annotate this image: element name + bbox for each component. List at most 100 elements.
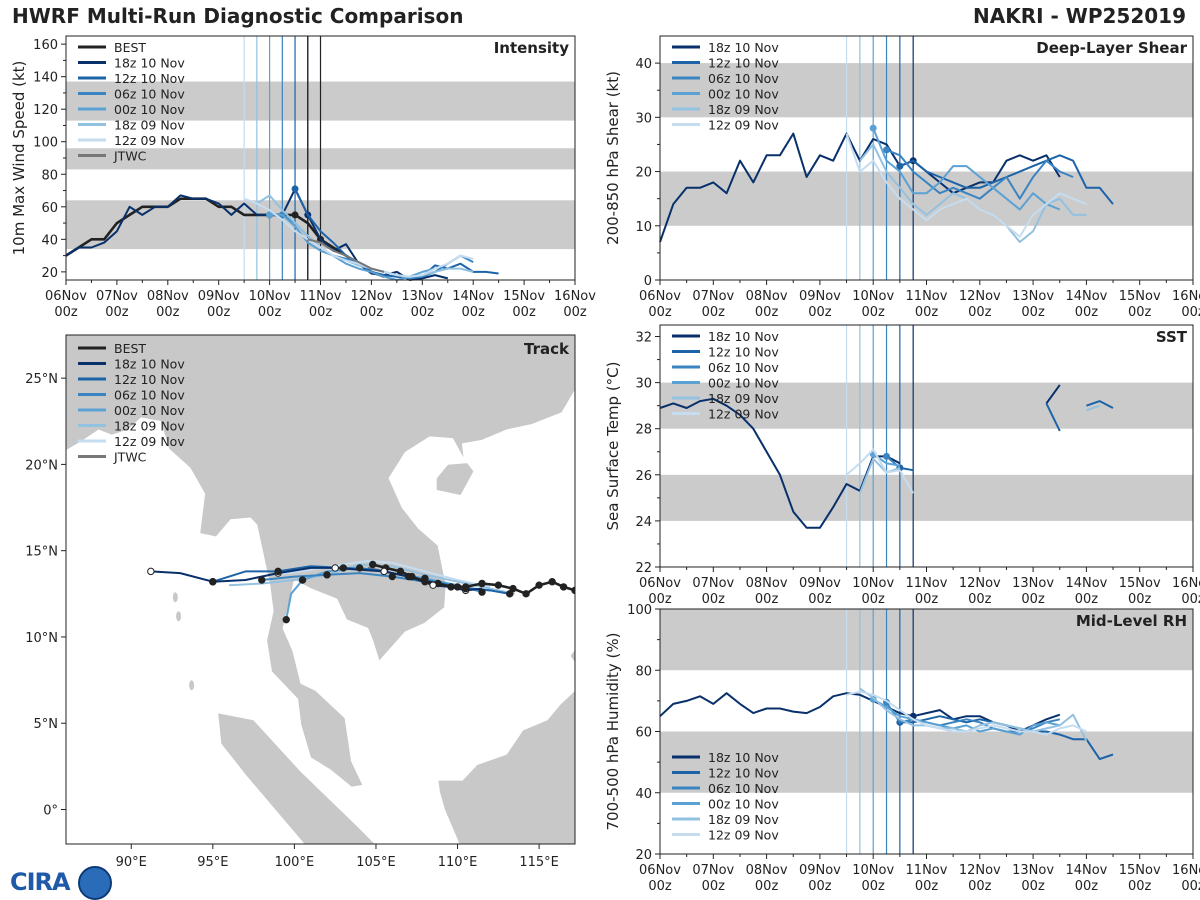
intensity-xtick-label: 06Nov bbox=[45, 289, 87, 304]
sst-legend-label: 18z 10 Nov bbox=[708, 329, 779, 344]
track-marker bbox=[339, 564, 348, 572]
sst-series-line bbox=[858, 457, 901, 494]
rh-series-line bbox=[859, 687, 1088, 742]
track-xtick-label: 90°E bbox=[116, 855, 147, 870]
shear-xtick-sublabel: 00z bbox=[755, 305, 779, 320]
track-legend-label: 12z 10 Nov bbox=[114, 372, 185, 387]
sst-ytick-label: 22 bbox=[635, 561, 652, 576]
shear-title: Deep-Layer Shear bbox=[1036, 39, 1187, 57]
rh-legend-label: 18z 09 Nov bbox=[708, 812, 779, 827]
rh-xtick-label: 13Nov bbox=[1012, 863, 1054, 878]
sst-ytick-label: 24 bbox=[635, 515, 652, 530]
shear-xtick-label: 07Nov bbox=[692, 289, 734, 304]
shear-legend-label: 18z 10 Nov bbox=[708, 40, 779, 55]
intensity-ytick-label: 160 bbox=[33, 38, 58, 53]
track-legend-label: JTWC bbox=[113, 450, 147, 465]
track-marker bbox=[559, 583, 568, 591]
sst-xtick-sublabel: 00z bbox=[862, 592, 886, 607]
sst-xtick-label: 10Nov bbox=[852, 576, 894, 591]
rh-xtick-sublabel: 00z bbox=[755, 879, 779, 894]
intensity-ytick-label: 100 bbox=[33, 136, 58, 151]
rh-legend-label: 00z 10 Nov bbox=[708, 797, 779, 812]
rh-xtick-label: 08Nov bbox=[746, 863, 788, 878]
track-marker bbox=[506, 590, 514, 598]
intensity-xtick-label: 11Nov bbox=[300, 289, 342, 304]
intensity-series-line bbox=[294, 188, 499, 280]
shear-band bbox=[660, 63, 1193, 118]
sst-xtick-label: 16Nov bbox=[1172, 576, 1200, 591]
rh-ytick-label: 80 bbox=[635, 664, 652, 679]
intensity-ytick-label: 140 bbox=[33, 71, 58, 86]
rh-xtick-sublabel: 00z bbox=[808, 879, 832, 894]
sst-xtick-sublabel: 00z bbox=[755, 592, 779, 607]
rh-series-line bbox=[846, 690, 1087, 736]
intensity-legend-label: 12z 10 Nov bbox=[114, 71, 185, 86]
intensity-legend-label: 18z 10 Nov bbox=[114, 56, 185, 71]
sst-xtick-sublabel: 00z bbox=[808, 592, 832, 607]
intensity-xtick-label: 12Nov bbox=[350, 289, 392, 304]
shear-series-line bbox=[886, 148, 1074, 200]
shear-xtick-label: 11Nov bbox=[906, 289, 948, 304]
track-xtick-label: 105°E bbox=[356, 855, 396, 870]
intensity-marker bbox=[266, 211, 274, 219]
rh-title: Mid-Level RH bbox=[1076, 612, 1187, 630]
rh-ytick-label: 60 bbox=[635, 726, 652, 741]
rh-xtick-sublabel: 00z bbox=[1181, 879, 1200, 894]
rh-series-line bbox=[872, 698, 1061, 736]
rh-xtick-label: 15Nov bbox=[1119, 863, 1161, 878]
sst-xtick-sublabel: 00z bbox=[968, 592, 992, 607]
intensity-xtick-sublabel: 00z bbox=[462, 305, 486, 320]
intensity-ytick-label: 80 bbox=[41, 168, 58, 183]
sst-xtick-label: 07Nov bbox=[692, 576, 734, 591]
intensity-ytick-label: 60 bbox=[41, 201, 58, 216]
rh-xtick-sublabel: 00z bbox=[702, 879, 726, 894]
intensity-xtick-label: 10Nov bbox=[249, 289, 291, 304]
track-marker bbox=[298, 576, 307, 584]
rh-band bbox=[660, 609, 1193, 671]
intensity-ytick-label: 20 bbox=[41, 266, 58, 281]
track-legend-label: BEST bbox=[114, 341, 146, 356]
track-marker bbox=[421, 574, 429, 582]
intensity-marker bbox=[291, 185, 299, 193]
track-ytick-label: 10°N bbox=[25, 631, 58, 646]
sst-series-line bbox=[1045, 402, 1061, 432]
logo-text: CIRA bbox=[10, 868, 71, 896]
track-marker bbox=[453, 583, 462, 591]
land-mainland bbox=[66, 335, 575, 788]
track-marker bbox=[388, 572, 396, 581]
shear-xtick-sublabel: 00z bbox=[1181, 305, 1200, 320]
shear-xtick-label: 06Nov bbox=[639, 289, 681, 304]
shear-ylabel: 200-850 hPa Shear (kt) bbox=[604, 71, 622, 245]
intensity-xtick-sublabel: 00z bbox=[360, 305, 384, 320]
intensity-ytick-label: 120 bbox=[33, 103, 58, 118]
track-marker bbox=[535, 581, 543, 589]
sst-ytick-label: 30 bbox=[635, 377, 652, 392]
track-legend-label: 18z 10 Nov bbox=[114, 357, 185, 372]
intensity-series-line bbox=[307, 238, 385, 273]
rh-xtick-sublabel: 00z bbox=[968, 879, 992, 894]
sst-xtick-sublabel: 00z bbox=[1181, 592, 1200, 607]
sst-ytick-label: 26 bbox=[635, 469, 652, 484]
shear-xtick-sublabel: 00z bbox=[968, 305, 992, 320]
land-sumatra bbox=[217, 712, 376, 844]
shear-series-line bbox=[845, 133, 1087, 238]
rh-xtick-sublabel: 00z bbox=[862, 879, 886, 894]
track-marker bbox=[355, 564, 364, 572]
sst-legend-label: 18z 09 Nov bbox=[708, 391, 779, 406]
track-xtick-label: 100°E bbox=[275, 855, 315, 870]
figure-title: HWRF Multi-Run Diagnostic Comparison bbox=[12, 4, 464, 28]
sst-legend-label: 12z 10 Nov bbox=[708, 345, 779, 360]
shear-ytick-label: 30 bbox=[635, 111, 652, 126]
rh-band bbox=[660, 731, 1193, 793]
rh-ytick-label: 40 bbox=[635, 787, 652, 802]
shear-legend-label: 18z 09 Nov bbox=[708, 102, 779, 117]
track-marker bbox=[323, 571, 331, 579]
sst-xtick-sublabel: 00z bbox=[648, 592, 672, 607]
shear-xtick-sublabel: 00z bbox=[1128, 305, 1152, 320]
intensity-xtick-label: 16Nov bbox=[554, 289, 596, 304]
intensity-xtick-sublabel: 00z bbox=[411, 305, 435, 320]
track-ytick-label: 5°N bbox=[34, 717, 59, 732]
intensity-legend-label: 18z 09 Nov bbox=[114, 118, 185, 133]
sst-marker bbox=[883, 452, 891, 460]
rh-xtick-sublabel: 00z bbox=[648, 879, 672, 894]
